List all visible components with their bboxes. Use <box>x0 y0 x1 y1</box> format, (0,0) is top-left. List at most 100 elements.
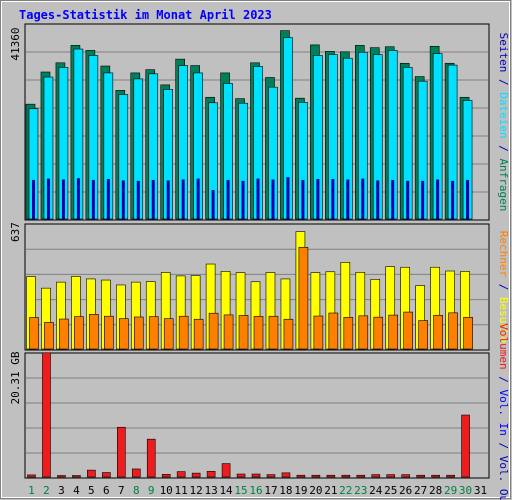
volume-bar <box>341 474 351 478</box>
sites-bar <box>208 312 219 350</box>
legend-pages: Seiten <box>497 33 510 73</box>
volume-bar <box>266 474 276 478</box>
sites-bar <box>253 316 264 350</box>
sites-bar <box>74 316 84 350</box>
volume-plot-area <box>24 352 490 479</box>
pages-bar <box>271 179 275 219</box>
sites-bar <box>238 315 249 350</box>
sites-bar <box>343 317 354 350</box>
volume-bar <box>117 426 126 478</box>
volume-bar <box>131 468 141 478</box>
sites-bar <box>89 314 99 350</box>
visits-legend: Rechner / Besuche <box>497 231 510 344</box>
volume-bar <box>146 438 156 478</box>
legend-hits: Anfragen <box>497 158 510 211</box>
pages-bar <box>196 178 200 219</box>
pages-bar <box>451 180 455 219</box>
legend-files: Dateien <box>497 92 510 138</box>
day-label: 12 <box>190 484 203 497</box>
day-label: 17 <box>264 484 277 497</box>
day-label: 30 <box>459 484 472 497</box>
pages-bar <box>166 180 170 219</box>
pages-bar <box>421 180 425 219</box>
volume-bar <box>57 475 66 478</box>
volume-bar <box>206 471 216 478</box>
sites-bar <box>463 317 473 350</box>
chart-title: Tages-Statistik im Monat April 2023 <box>19 8 272 22</box>
sites-bar <box>418 320 428 350</box>
sites-bar <box>298 246 309 350</box>
volume-bar <box>251 473 261 478</box>
volume-ymax-label: 20.31 GB <box>9 351 22 404</box>
sites-bar <box>328 312 339 350</box>
pages-bar <box>316 179 320 219</box>
day-label: 28 <box>429 484 442 497</box>
pages-bar <box>436 179 440 219</box>
sites-bar <box>358 315 369 350</box>
day-label: 6 <box>103 484 110 497</box>
volume-bar <box>221 463 231 478</box>
sites-bar <box>104 315 114 350</box>
volume-bar <box>27 474 36 478</box>
legend-volume-out: Vol. Out <box>497 456 510 500</box>
legend-visits: Besuche <box>497 297 510 343</box>
volume-bar <box>311 474 321 478</box>
volume-bar <box>401 474 410 478</box>
pages-bar <box>346 179 350 219</box>
pages-bar <box>211 190 215 219</box>
day-label: 7 <box>118 484 125 497</box>
day-label: 22 <box>339 484 352 497</box>
pages-bar <box>391 179 395 219</box>
day-label: 8 <box>133 484 140 497</box>
volume-bar <box>161 474 171 478</box>
volume-bar <box>236 473 246 478</box>
day-label: 1 <box>28 484 35 497</box>
volume-bar <box>386 474 396 478</box>
volume-bar <box>102 472 111 478</box>
volume-panel <box>24 352 490 479</box>
pages-bar <box>61 179 65 219</box>
volume-bar <box>191 472 201 478</box>
volume-bar <box>281 472 291 478</box>
day-label: 23 <box>354 484 367 497</box>
day-label: 18 <box>279 484 292 497</box>
sites-bar <box>59 318 69 350</box>
day-label: 13 <box>204 484 217 497</box>
pages-bar <box>46 178 50 219</box>
legend-separator: / <box>497 376 510 383</box>
day-label: 29 <box>444 484 457 497</box>
legend-separator: / <box>497 442 510 449</box>
volume-bar <box>431 474 440 478</box>
volume-bar <box>42 352 51 478</box>
volume-bar <box>72 475 81 478</box>
volume-bar <box>356 474 366 478</box>
volume-bar <box>176 471 186 478</box>
pages-bar <box>301 179 305 219</box>
volume-bar <box>296 474 306 478</box>
visits-ymax-label: 637 <box>9 222 22 242</box>
requests-legend: Seiten / Dateien / Anfragen <box>497 33 510 212</box>
pages-bar <box>226 179 230 219</box>
pages-bar <box>32 179 35 219</box>
pages-bar <box>91 179 95 219</box>
day-label: 9 <box>148 484 155 497</box>
pages-bar <box>76 178 80 219</box>
pages-bar <box>121 180 125 219</box>
sites-bar <box>178 315 189 350</box>
day-label: 14 <box>219 484 233 497</box>
volume-gridlines <box>26 377 488 454</box>
legend-separator: / <box>497 145 510 152</box>
day-label: 4 <box>73 484 80 497</box>
sites-bar <box>29 317 39 350</box>
day-label: 27 <box>414 484 427 497</box>
visits-bars <box>26 231 473 350</box>
legend-separator: / <box>497 284 510 291</box>
day-label: 11 <box>175 484 188 497</box>
sites-bar <box>373 316 384 350</box>
sites-bar <box>403 311 413 350</box>
pages-bar <box>331 179 335 219</box>
